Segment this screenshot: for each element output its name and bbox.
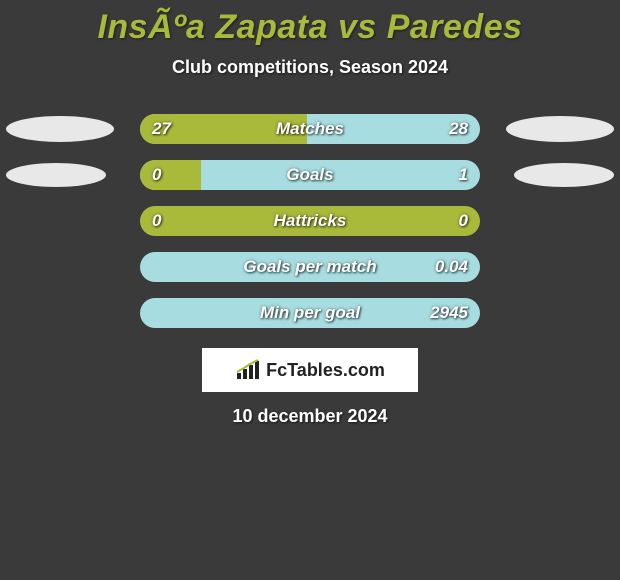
stat-row: 0.04 Goals per match (0, 252, 620, 282)
bars-icon (235, 359, 263, 381)
page-title: InsÃºa Zapata vs Paredes (0, 8, 620, 47)
logo-inner: FcTables.com (235, 359, 385, 381)
bar-segment (140, 160, 201, 190)
right-ellipse (514, 163, 614, 187)
stat-label: Goals (286, 165, 333, 185)
left-value: 27 (152, 119, 171, 139)
stat-row: 0 0 Hattricks (0, 206, 620, 236)
stat-label: Matches (276, 119, 344, 139)
stat-rows: 27 28 Matches 0 1 Goals 0 0 Hattricks 0.04 Goals p… (0, 114, 620, 328)
left-value: 0 (152, 165, 161, 185)
left-ellipse (6, 116, 114, 142)
stat-label: Goals per match (243, 257, 376, 277)
stat-row: 0 1 Goals (0, 160, 620, 190)
right-value: 28 (449, 119, 468, 139)
right-ellipse (506, 116, 614, 142)
page-subtitle: Club competitions, Season 2024 (0, 57, 620, 78)
logo-box[interactable]: FcTables.com (202, 348, 418, 392)
stat-label: Hattricks (274, 211, 347, 231)
left-ellipse (6, 163, 106, 187)
left-value: 0 (152, 211, 161, 231)
stat-label: Min per goal (260, 303, 360, 323)
comparison-card: InsÃºa Zapata vs Paredes Club competitio… (0, 0, 620, 427)
logo-text: FcTables.com (266, 360, 385, 381)
right-value: 0 (459, 211, 468, 231)
right-value: 1 (459, 165, 468, 185)
stat-row: 27 28 Matches (0, 114, 620, 144)
stat-row: 2945 Min per goal (0, 298, 620, 328)
date-text: 10 december 2024 (0, 406, 620, 427)
right-value: 2945 (430, 303, 468, 323)
right-value: 0.04 (435, 257, 468, 277)
